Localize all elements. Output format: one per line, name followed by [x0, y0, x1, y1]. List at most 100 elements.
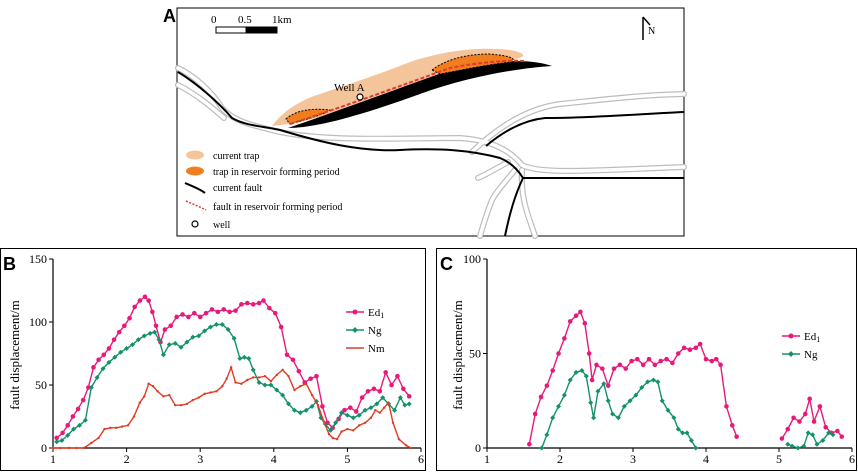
data-point: [591, 415, 597, 421]
data-point: [141, 333, 147, 339]
y-tick-label: 0: [41, 441, 47, 455]
data-point: [59, 446, 62, 450]
data-point: [203, 310, 209, 316]
data-point: [179, 403, 183, 407]
data-point: [589, 377, 595, 383]
data-point: [835, 428, 840, 434]
data-point: [650, 377, 656, 383]
data-point: [703, 356, 709, 362]
data-point: [675, 351, 681, 356]
data-point: [352, 429, 355, 432]
data-point: [97, 436, 100, 440]
x-tick-label: 1: [484, 452, 490, 466]
data-point: [197, 314, 203, 320]
data-point: [280, 392, 286, 398]
data-point: [339, 410, 345, 416]
data-point: [724, 404, 729, 409]
panel-a-letter: A: [163, 6, 176, 26]
data-point: [573, 313, 579, 319]
data-point: [344, 412, 350, 418]
data-point: [582, 320, 588, 326]
series-line-nm: [53, 365, 412, 449]
data-point: [234, 381, 237, 384]
scale-tick-1km: 1km: [272, 14, 292, 26]
data-point: [820, 437, 826, 443]
data-point: [335, 437, 339, 441]
data-point: [830, 432, 836, 438]
data-point: [262, 382, 268, 388]
data-point: [627, 398, 633, 404]
data-point: [296, 368, 302, 374]
data-point: [203, 392, 206, 396]
data-point: [369, 416, 373, 419]
data-point: [532, 411, 538, 417]
data-point: [810, 432, 816, 438]
data-point: [610, 411, 616, 417]
data-point: [186, 314, 191, 320]
legend-label-main: Nm: [368, 343, 385, 355]
legend-current-trap: current trap: [213, 151, 259, 162]
data-point: [310, 393, 314, 397]
data-point: [652, 362, 658, 368]
data-point: [397, 395, 403, 401]
data-point: [681, 345, 687, 351]
legend-label-ng: Ng: [804, 349, 818, 361]
data-point: [290, 357, 296, 363]
data-point: [839, 434, 845, 439]
data-point: [191, 398, 195, 402]
x-tick-label: 2: [557, 452, 563, 466]
data-point: [309, 403, 315, 409]
data-point: [286, 401, 292, 407]
data-point: [785, 441, 791, 447]
data-point: [96, 357, 101, 363]
data-point: [639, 385, 645, 391]
data-point: [60, 430, 65, 436]
legend-label-subscript: 1: [816, 335, 820, 344]
series-line-ng: [56, 323, 410, 443]
data-point: [377, 389, 383, 394]
data-point: [791, 415, 796, 421]
legend-marker: [788, 333, 794, 339]
data-point: [362, 407, 368, 413]
data-point: [680, 430, 686, 436]
data-point: [387, 401, 390, 404]
data-point: [263, 374, 267, 378]
data-point: [406, 401, 412, 407]
data-point: [327, 432, 331, 436]
data-point: [811, 419, 817, 424]
data-point: [54, 439, 60, 445]
data-point: [646, 356, 652, 362]
data-point: [645, 379, 651, 385]
data-point: [389, 382, 394, 388]
data-point: [209, 307, 215, 312]
data-point: [594, 362, 599, 368]
data-point: [801, 443, 807, 449]
panel-a: A 0 0.5 1km N: [163, 6, 687, 239]
data-point: [209, 391, 212, 394]
data-point: [208, 324, 214, 330]
data-point: [112, 354, 118, 360]
legend-well-icon: [191, 220, 199, 228]
legend-fault-forming: fault in reservoir forming period: [213, 202, 342, 213]
legend-marker: [352, 327, 358, 333]
data-point: [316, 403, 320, 407]
data-point: [293, 388, 296, 392]
legend-label-ed1: Ed1: [368, 307, 384, 320]
data-point: [600, 366, 605, 371]
data-point: [365, 389, 371, 394]
data-point: [406, 394, 412, 399]
legend-label-main: Ed: [804, 331, 817, 343]
data-point: [605, 398, 611, 404]
data-point: [269, 380, 273, 383]
data-point: [405, 444, 408, 447]
data-point: [635, 356, 640, 362]
data-point: [633, 392, 639, 398]
data-point: [684, 430, 690, 436]
legend-current-fault-icon: [184, 182, 206, 194]
data-point: [132, 415, 136, 418]
data-point: [91, 365, 96, 370]
data-point: [213, 322, 219, 328]
x-tick-label: 3: [197, 452, 203, 466]
data-point: [225, 327, 231, 333]
data-point: [122, 323, 127, 329]
